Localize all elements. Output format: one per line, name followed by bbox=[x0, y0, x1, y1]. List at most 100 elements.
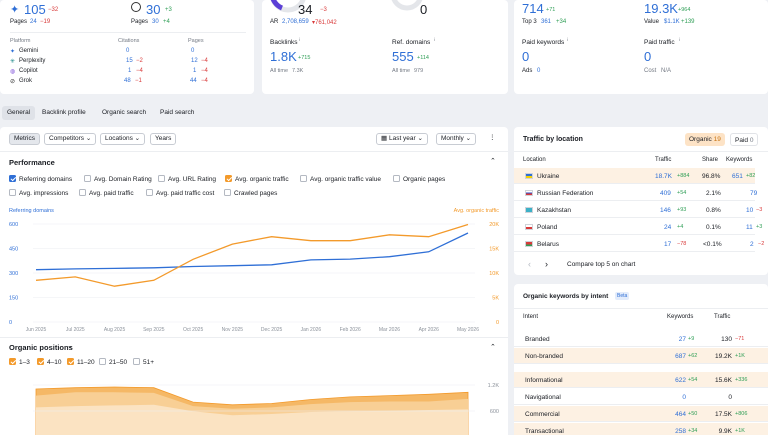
traffic-header: Traffic bbox=[714, 314, 731, 320]
paid-traffic-value[interactable]: 0 bbox=[644, 49, 652, 64]
gemini-value[interactable]: 105 bbox=[24, 2, 46, 17]
keywords-value[interactable]: 0 bbox=[682, 394, 686, 401]
checkbox-position-11-20[interactable]: 11–20 bbox=[67, 358, 95, 367]
tab-general[interactable]: General bbox=[2, 106, 36, 120]
checkbox-organic-pages[interactable]: Organic pages bbox=[393, 175, 445, 184]
ar-rank-value[interactable]: 2,708,659 bbox=[282, 19, 309, 25]
gemini-pages-value[interactable]: 24 bbox=[30, 19, 37, 25]
intent-row[interactable]: Non-branded 687 +62 19.2K +1K bbox=[514, 348, 768, 364]
pages-value[interactable]: 44 bbox=[190, 78, 197, 84]
traffic-value[interactable]: 17 bbox=[664, 241, 672, 248]
location-row[interactable]: Belarus 17 −78 <0.1% 2 −2 bbox=[514, 236, 764, 252]
tab-organic-search[interactable]: Organic search bbox=[102, 109, 147, 116]
years-button[interactable]: Years bbox=[150, 133, 177, 145]
checkbox-avg-domain-rating[interactable]: Avg. Domain Rating bbox=[84, 175, 152, 184]
keywords-value[interactable]: 27 bbox=[678, 336, 686, 343]
pages-value[interactable]: 12 bbox=[191, 58, 198, 64]
pages-value[interactable]: 0 bbox=[191, 48, 195, 54]
grok-icon: ⊘ bbox=[10, 79, 16, 85]
checkbox-avg-url-rating[interactable]: Avg. URL Rating bbox=[158, 175, 216, 184]
citations-value[interactable]: 15 bbox=[126, 58, 133, 64]
checkbox-position-51-plus[interactable]: 51+ bbox=[133, 358, 154, 367]
keywords-value[interactable]: 258 bbox=[675, 428, 686, 435]
right-axis-label: Avg. organic traffic bbox=[454, 208, 500, 214]
organic-toggle-count: 19 bbox=[713, 136, 721, 143]
keywords-value[interactable]: 10 bbox=[746, 207, 754, 214]
prev-page-icon[interactable]: ‹ bbox=[528, 259, 531, 269]
traffic-delta: +1K bbox=[735, 428, 745, 434]
tab-backlink-profile[interactable]: Backlink profile bbox=[42, 109, 86, 116]
next-page-icon[interactable]: › bbox=[545, 259, 548, 269]
ar-rank-delta: ▾761,042 bbox=[312, 20, 337, 26]
keywords-value[interactable]: 687 bbox=[675, 353, 686, 360]
competitors-dropdown[interactable]: Competitors ⌄ bbox=[44, 133, 97, 145]
backlinks-alltime-value: 7.3K bbox=[292, 68, 304, 74]
checkbox-crawled-pages[interactable]: Crawled pages bbox=[224, 189, 277, 198]
keywords-value[interactable]: 622 bbox=[675, 377, 686, 384]
checkbox-avg-organic-traffic[interactable]: Avg. organic traffic bbox=[225, 175, 289, 184]
domain-rating-value[interactable]: 34 bbox=[298, 2, 313, 17]
checkbox-referring-domains[interactable]: Referring domains bbox=[9, 175, 72, 184]
intent-row[interactable]: Navigational 0 0 bbox=[514, 389, 768, 405]
location-row[interactable]: Poland 24 +4 0.1% 11 +3 bbox=[514, 219, 762, 235]
organic-traffic-value[interactable]: 19.3K bbox=[644, 1, 678, 16]
chevron-down-icon: ⌄ bbox=[417, 135, 423, 142]
checkbox-label: Referring domains bbox=[19, 176, 73, 183]
traffic-value-amount[interactable]: $1.1K bbox=[664, 19, 680, 25]
period-dropdown[interactable]: ▦ Last year ⌄ bbox=[376, 133, 428, 145]
more-options-button[interactable]: ⋮ bbox=[485, 133, 500, 145]
organic-traffic-line bbox=[35, 223, 469, 287]
chevron-down-icon[interactable]: ⌄ bbox=[67, 343, 73, 350]
url-rating-value[interactable]: 0 bbox=[420, 2, 428, 17]
keywords-value[interactable]: 464 bbox=[675, 411, 686, 418]
collapse-icon[interactable]: ⌃ bbox=[490, 158, 496, 165]
location-row[interactable]: Kazakhstan 146 +93 0.8% 10 −3 bbox=[514, 202, 762, 218]
granularity-dropdown[interactable]: Monthly ⌄ bbox=[436, 133, 477, 145]
checkbox-avg-paid-traffic[interactable]: Avg. paid traffic bbox=[79, 189, 134, 198]
citations-value[interactable]: 1 bbox=[128, 68, 132, 74]
paid-toggle[interactable]: Paid 0 bbox=[730, 133, 759, 146]
intent-row[interactable]: Transactional 258 +34 9.9K +1K bbox=[514, 423, 768, 435]
ads-value[interactable]: 0 bbox=[537, 68, 541, 74]
checkbox-avg-impressions[interactable]: Avg. impressions bbox=[9, 189, 68, 198]
intent-row[interactable]: Commercial 464 +50 17.5K +806 bbox=[514, 406, 768, 422]
traffic-value[interactable]: 146 bbox=[660, 207, 671, 214]
intent-row[interactable]: Branded 27 +9 130 −71 bbox=[514, 331, 768, 347]
organic-toggle[interactable]: Organic 19 bbox=[685, 133, 725, 146]
collapse-icon[interactable]: ⌃ bbox=[490, 344, 496, 351]
backlinks-value[interactable]: 1.8K bbox=[270, 49, 297, 64]
intent-row[interactable]: Informational 622 +54 15.6K +336 bbox=[514, 372, 768, 388]
keywords-value[interactable]: 11 bbox=[746, 224, 753, 231]
traffic-value[interactable]: 18.7K bbox=[655, 173, 672, 180]
compare-top5-link[interactable]: Compare top 5 on chart bbox=[567, 261, 636, 268]
keywords-value[interactable]: 2 bbox=[750, 241, 754, 248]
paid-keywords-value[interactable]: 0 bbox=[522, 49, 530, 64]
traffic-value[interactable]: 24 bbox=[664, 224, 672, 231]
location-row[interactable]: Ukraine 18.7K +884 96.8% 651 +82 bbox=[514, 168, 755, 184]
checkbox-avg-paid-traffic-cost[interactable]: Avg. paid traffic cost bbox=[146, 189, 214, 198]
checkbox-position-1-3[interactable]: 1–3 bbox=[9, 358, 30, 367]
citations-value[interactable]: 0 bbox=[126, 48, 130, 54]
citations-value[interactable]: 48 bbox=[124, 78, 131, 84]
x-tick-label: Mar 2026 bbox=[379, 327, 400, 333]
refdomains-value[interactable]: 555 bbox=[392, 49, 414, 64]
top3-value[interactable]: 361 bbox=[541, 19, 552, 25]
traffic-value[interactable]: 409 bbox=[660, 190, 671, 197]
chatgpt-pages-value[interactable]: 30 bbox=[152, 19, 159, 25]
keywords-value[interactable]: 79 bbox=[750, 190, 758, 197]
checkbox-box bbox=[300, 175, 307, 182]
organic-keywords-value[interactable]: 714 bbox=[522, 1, 544, 16]
checkbox-position-4-10[interactable]: 4–10 bbox=[37, 358, 61, 367]
top3-delta: +34 bbox=[556, 19, 567, 25]
checkbox-position-21-50[interactable]: 21–50 bbox=[99, 358, 127, 367]
metrics-button[interactable]: Metrics bbox=[9, 133, 40, 145]
tab-paid-search[interactable]: Paid search bbox=[160, 109, 195, 116]
pages-value[interactable]: 1 bbox=[193, 68, 197, 74]
keywords-value[interactable]: 651 bbox=[732, 173, 743, 180]
chatgpt-value[interactable]: 30 bbox=[146, 2, 161, 17]
location-row[interactable]: Russian Federation 409 +54 2.1% 79 bbox=[514, 185, 758, 201]
locations-dropdown[interactable]: Locations ⌄ bbox=[100, 133, 146, 145]
domain-rating-gauge bbox=[270, 0, 306, 13]
checkbox-box bbox=[393, 175, 400, 182]
checkbox-avg-organic-traffic-value[interactable]: Avg. organic traffic value bbox=[300, 175, 381, 184]
